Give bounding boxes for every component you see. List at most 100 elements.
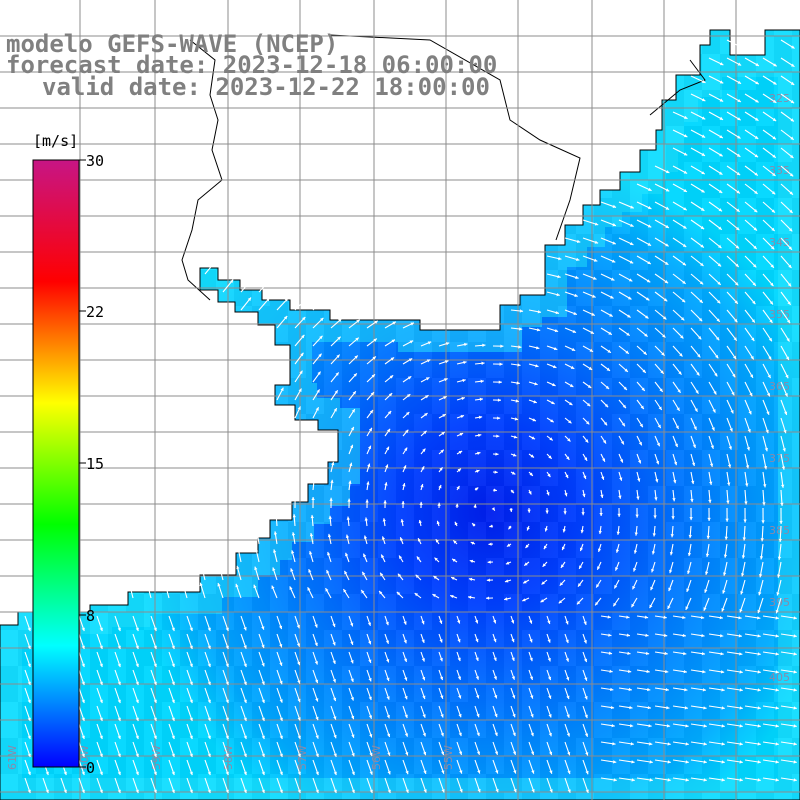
wind-arrow <box>744 453 750 469</box>
wind-arrow <box>780 219 793 232</box>
wind-arrow <box>308 568 314 581</box>
wind-arrow <box>330 336 341 347</box>
wind-arrow <box>600 453 606 462</box>
wind-arrow <box>744 633 761 638</box>
wind-arrow <box>186 669 193 686</box>
wind-arrow <box>651 561 656 573</box>
wind-arrow <box>690 489 694 503</box>
wind-arrow <box>632 579 638 590</box>
wind-arrow <box>348 705 355 720</box>
wind-arrow <box>510 687 516 699</box>
wind-arrow <box>204 651 211 668</box>
wind-arrow <box>78 633 85 650</box>
wind-arrow <box>777 561 782 578</box>
wind-arrow <box>382 518 386 527</box>
wind-arrow <box>690 129 706 138</box>
wind-arrow <box>559 579 566 586</box>
wind-arrow <box>650 579 656 591</box>
wind-arrow <box>240 651 247 668</box>
wind-arrow <box>670 525 674 538</box>
wind-arrow <box>433 575 440 581</box>
lat-label: 355 <box>769 308 790 321</box>
wind-arrow <box>114 633 121 650</box>
wind-arrow <box>762 327 773 342</box>
wind-arrow <box>780 345 790 361</box>
wind-arrow <box>708 129 724 139</box>
wind-arrow <box>310 514 314 527</box>
wind-arrow <box>474 487 479 491</box>
wind-arrow <box>168 705 175 722</box>
wind-arrow <box>402 705 408 719</box>
wind-arrow <box>762 93 777 104</box>
wind-arrow <box>96 615 103 632</box>
wind-arrow <box>726 75 742 85</box>
wind-arrow <box>456 450 463 455</box>
wind-arrow <box>348 687 354 701</box>
wind-arrow <box>348 390 357 401</box>
wind-arrow <box>617 507 621 517</box>
wind-arrow <box>469 559 476 563</box>
wind-arrow <box>600 273 615 281</box>
model-title: modelo GEFS-WAVE (NCEP) <box>6 30 339 58</box>
wind-arrow <box>474 379 484 383</box>
wind-arrow <box>636 255 652 265</box>
wind-arrow <box>294 705 301 721</box>
wind-arrow <box>667 597 674 610</box>
wind-arrow <box>672 255 687 266</box>
wind-arrow <box>360 589 368 599</box>
wind-arrow <box>273 549 278 563</box>
wind-arrow <box>630 597 638 608</box>
wind-arrow <box>276 297 289 311</box>
wind-arrow <box>743 507 747 523</box>
wind-arrow <box>762 687 779 692</box>
wind-arrow <box>744 363 754 379</box>
wind-arrow <box>312 389 321 401</box>
wind-arrow <box>636 705 652 710</box>
wind-arrow <box>489 524 494 528</box>
wind-arrow <box>492 344 504 348</box>
wind-arrow <box>420 687 426 700</box>
wind-arrow <box>687 561 692 575</box>
wind-arrow <box>384 321 397 329</box>
wind-arrow <box>705 561 710 576</box>
wind-arrow <box>690 273 704 285</box>
wind-arrow <box>654 219 670 229</box>
wind-arrow <box>402 615 407 625</box>
wind-arrow <box>402 465 407 473</box>
wind-arrow <box>600 399 609 408</box>
wind-arrow <box>744 237 758 250</box>
wind-arrow <box>78 687 85 704</box>
wind-arrow <box>654 417 662 429</box>
wind-arrow <box>780 705 797 710</box>
wind-arrow <box>384 741 391 756</box>
wind-arrow <box>348 462 353 473</box>
wind-arrow <box>384 669 390 682</box>
lat-label: 365 <box>769 380 790 393</box>
wind-arrow <box>503 597 512 601</box>
wind-arrow <box>690 327 702 340</box>
wind-arrow <box>582 363 593 371</box>
wind-arrow <box>598 525 602 535</box>
wind-arrow <box>546 471 551 478</box>
wind-arrow <box>546 363 557 369</box>
wind-arrow <box>564 489 568 497</box>
wind-arrow <box>397 573 404 581</box>
wind-arrow <box>114 669 121 686</box>
wind-arrow <box>582 327 595 335</box>
wind-arrow <box>24 705 31 722</box>
wind-arrow <box>240 741 247 758</box>
wind-arrow <box>330 651 336 665</box>
wind-arrow <box>199 582 206 599</box>
wind-arrow <box>168 777 175 794</box>
wind-arrow <box>492 380 502 384</box>
wind-arrow <box>456 705 462 718</box>
wind-arrow <box>726 219 740 231</box>
wind-arrow <box>726 705 743 710</box>
wind-arrow <box>726 291 739 305</box>
wind-arrow <box>546 741 553 756</box>
wind-arrow <box>420 741 427 756</box>
wind-arrow <box>582 687 588 700</box>
wind-arrow <box>222 759 229 776</box>
wind-arrow <box>505 561 512 565</box>
wind-arrow <box>546 669 552 681</box>
